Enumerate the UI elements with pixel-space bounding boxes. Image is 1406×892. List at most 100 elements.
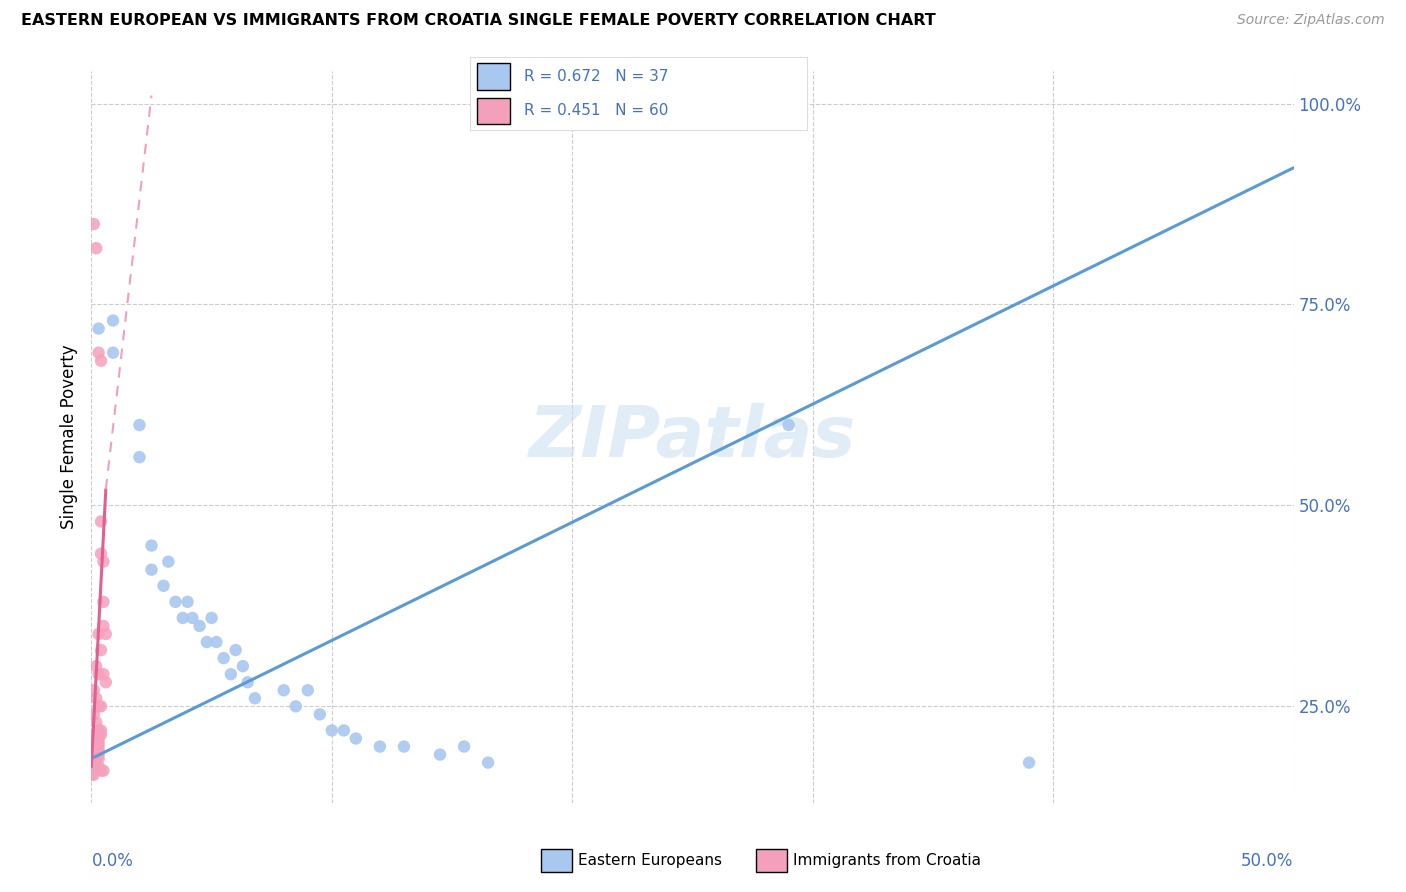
Point [94,675,117,690]
Point [80,747,103,762]
Point [172,611,194,625]
Point [84,715,107,730]
Point [87,739,110,754]
Point [141,539,163,553]
Point [201,611,224,625]
Point [84,747,107,762]
Point [84,691,107,706]
Point [284,699,307,714]
Point [368,739,391,754]
Point [84,659,107,673]
Point [87,627,110,641]
Point [87,321,110,335]
Point [308,707,330,722]
Point [90,723,112,738]
Point [84,727,107,741]
Text: Immigrants from Croatia: Immigrants from Croatia [793,854,981,868]
Point [141,563,163,577]
Point [87,747,110,762]
Point [90,643,112,657]
Point [1018,756,1040,770]
Point [80,743,103,757]
Point [93,595,115,609]
Point [80,751,103,765]
Point [87,735,110,749]
Point [84,751,107,765]
Point [83,739,105,754]
Point [90,699,112,714]
Text: ZIPatlas: ZIPatlas [529,402,856,472]
Point [333,723,356,738]
Point [90,515,112,529]
Point [87,345,110,359]
Point [83,751,105,765]
Point [101,345,124,359]
Point [87,727,110,741]
Point [84,743,107,757]
Y-axis label: Single Female Poverty: Single Female Poverty [59,345,77,529]
Point [90,353,112,368]
Point [195,635,218,649]
Point [87,743,110,757]
Point [83,727,105,741]
Point [87,751,110,765]
Point [83,735,105,749]
Point [83,743,105,757]
Point [94,627,117,641]
Point [83,747,105,762]
Point [80,739,103,754]
Point [83,683,105,698]
Point [87,723,110,738]
Point [128,417,150,432]
Point [225,643,247,657]
Point [80,731,103,746]
Point [80,756,103,770]
Point [344,731,367,746]
Point [232,659,254,673]
Point [83,731,105,746]
Point [321,723,343,738]
Point [273,683,295,698]
Point [83,767,105,781]
Point [93,667,115,681]
Point [176,595,198,609]
Point [80,767,103,781]
Point [128,450,150,465]
Text: EASTERN EUROPEAN VS IMMIGRANTS FROM CROATIA SINGLE FEMALE POVERTY CORRELATION CH: EASTERN EUROPEAN VS IMMIGRANTS FROM CROA… [21,13,936,29]
Point [93,764,115,778]
Point [84,731,107,746]
Point [83,707,105,722]
Point [87,759,110,773]
Point [152,579,174,593]
Point [84,739,107,754]
Point [157,555,180,569]
Point [165,595,187,609]
Point [90,764,112,778]
Point [93,555,115,569]
Point [83,756,105,770]
Point [429,747,451,762]
Point [87,731,110,746]
Point [181,611,204,625]
Point [297,683,319,698]
Point [90,547,112,561]
Point [205,635,228,649]
Point [83,217,105,231]
Point [84,241,107,255]
Point [392,739,415,754]
Point [477,756,499,770]
Text: Eastern Europeans: Eastern Europeans [578,854,721,868]
Point [84,735,107,749]
Point [236,675,259,690]
Point [212,651,235,665]
Text: 0.0%: 0.0% [91,852,134,870]
Point [453,739,475,754]
Point [80,735,103,749]
Point [90,727,112,741]
Point [243,691,266,706]
Point [93,619,115,633]
Point [87,667,110,681]
Text: Source: ZipAtlas.com: Source: ZipAtlas.com [1237,13,1385,28]
Point [188,619,211,633]
Point [87,699,110,714]
